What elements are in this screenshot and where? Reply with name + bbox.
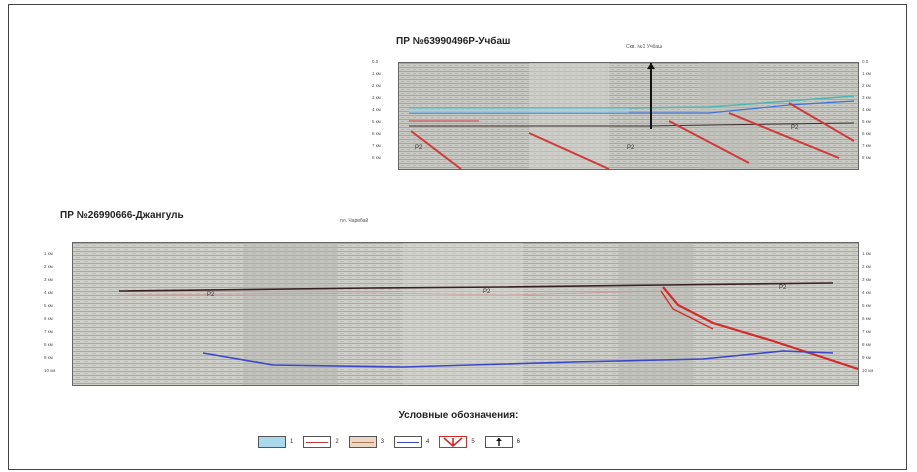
legend-swatch-cyan bbox=[258, 436, 286, 448]
top-horizon-label-2: P2 bbox=[627, 145, 635, 151]
legend-item-2: 2 bbox=[303, 436, 339, 448]
fault-symbol-icon bbox=[439, 436, 468, 448]
legend-swatch-blue-line bbox=[394, 436, 423, 448]
bottom-well-label: пл. Чарвбай bbox=[340, 218, 369, 224]
legend-num: 4 bbox=[426, 439, 430, 445]
bottom-horizon-label-1: P2 bbox=[207, 292, 215, 298]
legend-num: 3 bbox=[380, 439, 385, 445]
legend-num: 6 bbox=[516, 439, 521, 445]
legend-item-6: 6 bbox=[484, 436, 521, 448]
bottom-profile-title: ПР №26990666-Джангуль bbox=[60, 210, 184, 221]
top-profile-title: ПР №63990496Р-Учбаш bbox=[396, 36, 511, 47]
legend-item-5: 5 bbox=[439, 436, 475, 448]
legend-item-1: 1 bbox=[258, 436, 293, 448]
legend-item-3: 3 bbox=[348, 436, 385, 448]
top-horizon-label-3: P2 bbox=[791, 125, 799, 131]
legend-swatch-tan bbox=[348, 436, 377, 448]
legend-num: 1 bbox=[290, 439, 294, 445]
top-horizon-label-1: P2 bbox=[415, 145, 423, 151]
legend-num: 2 bbox=[335, 439, 339, 445]
bottom-horizon-label-2: P2 bbox=[483, 289, 491, 295]
legend: 1 2 3 4 5 6 bbox=[258, 436, 520, 448]
well-symbol-icon bbox=[484, 436, 513, 448]
legend-item-4: 4 bbox=[394, 436, 429, 448]
top-seismic-section: P2 P2 P2 bbox=[398, 62, 859, 170]
bottom-seismic-section: P2 P2 P2 bbox=[72, 242, 859, 386]
legend-title: Условные обозначения: bbox=[398, 410, 519, 421]
top-well-label: Скв. №1 Учбаш bbox=[626, 44, 663, 50]
legend-swatch-red-line bbox=[303, 436, 332, 448]
bottom-horizon-label-3: P2 bbox=[779, 285, 787, 291]
legend-num: 5 bbox=[471, 439, 475, 445]
